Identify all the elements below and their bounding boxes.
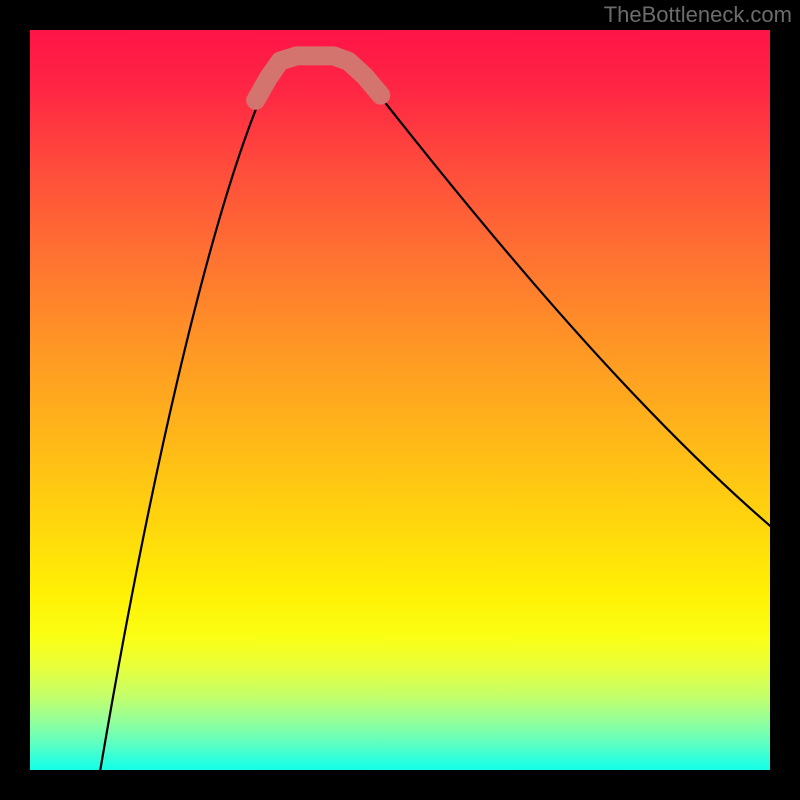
plot-area: [30, 30, 770, 770]
chart-svg: [30, 30, 770, 770]
gradient-background: [30, 30, 770, 770]
watermark-text: TheBottleneck.com: [604, 2, 792, 28]
